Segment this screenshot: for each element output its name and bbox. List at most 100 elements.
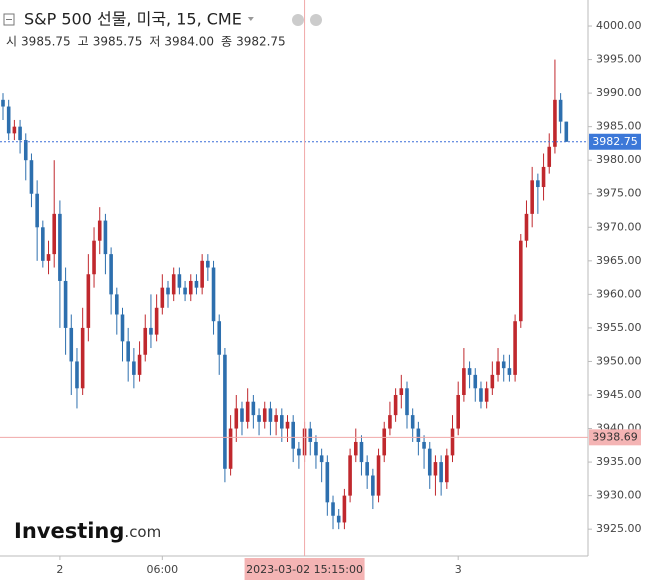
candle-body: [524, 213, 529, 241]
candle-body: [348, 455, 352, 496]
candle-body: [547, 146, 552, 167]
candle-body: [439, 462, 443, 483]
candle-body: [308, 428, 313, 442]
candle-body: [223, 354, 227, 469]
y-tick-label: 3965.00: [596, 254, 642, 267]
candle-body: [211, 267, 216, 322]
ohlc-label: 저: [149, 35, 160, 49]
y-tick-label: 3975.00: [596, 187, 642, 200]
candle-body: [200, 260, 204, 288]
candle-body: [416, 428, 421, 442]
candle-body: [206, 260, 210, 268]
crosshair-y-label: 3938.69: [592, 430, 638, 443]
candle-body: [450, 428, 455, 456]
candle-body: [52, 213, 57, 255]
candle-body: [280, 415, 284, 429]
candle-body: [245, 401, 250, 422]
ohlc-value: 3982.75: [236, 35, 286, 49]
candle-body: [41, 227, 45, 261]
logo-suffix: .com: [124, 523, 161, 541]
candle-body: [479, 388, 483, 402]
candle-body: [530, 180, 534, 214]
crosshair-x-box: [244, 558, 365, 580]
candle-body: [462, 368, 466, 395]
candle-body: [473, 374, 478, 389]
candle-body: [325, 462, 330, 503]
x-tick-label: 2: [56, 563, 63, 576]
y-tick-label: 3930.00: [596, 489, 642, 502]
candle-body: [405, 388, 409, 416]
candle-body: [410, 415, 415, 429]
logo-name: Investing: [14, 519, 124, 543]
candle-body: [12, 126, 17, 134]
candle-body: [69, 327, 74, 362]
candle-body: [86, 274, 91, 328]
candle-body: [501, 361, 506, 369]
candle-body: [160, 287, 165, 308]
ohlc-label: 고: [78, 35, 89, 49]
candle-body: [353, 441, 358, 456]
candle-body: [359, 441, 364, 463]
candle-body: [507, 368, 512, 375]
y-tick-label: 3985.00: [596, 120, 642, 133]
candle-body: [188, 280, 193, 295]
candle-body: [23, 140, 28, 161]
candle-body: [149, 327, 153, 335]
candle-body: [371, 475, 375, 496]
candle-body: [456, 394, 460, 429]
y-tick-label: 3945.00: [596, 388, 642, 401]
logo: Investing.com: [14, 519, 161, 543]
collapse-icon[interactable]: [3, 13, 15, 26]
candle-body: [541, 166, 546, 188]
chart-title: S&P 500 선물, 미국, 15, CME: [24, 10, 242, 29]
candle-body: [393, 394, 398, 416]
y-tick-label: 3970.00: [596, 220, 642, 233]
candle-body: [262, 408, 267, 422]
candle-body: [376, 455, 381, 496]
y-tick-label: 3995.00: [596, 53, 642, 66]
candle-body: [291, 421, 295, 449]
ohlc-value: 3984.00: [164, 35, 214, 49]
candle-body: [103, 220, 108, 255]
ohlc-label: 종: [221, 35, 232, 49]
settings-icon: [292, 14, 304, 26]
candle-body: [92, 240, 96, 275]
candle-body: [484, 388, 489, 402]
candle-body: [29, 160, 34, 194]
candle-body: [58, 213, 62, 281]
candle-body: [120, 314, 125, 342]
y-tick-label: 3955.00: [596, 321, 642, 334]
candle-body: [228, 428, 233, 469]
candle-body: [319, 455, 324, 463]
candle-body: [445, 455, 449, 483]
candle-body: [80, 327, 85, 389]
dropdown-arrow: [247, 17, 254, 21]
candle-body: [268, 408, 273, 422]
y-tick-label: 4000.00: [596, 19, 642, 32]
candle-body: [399, 388, 404, 395]
candle-body: [382, 428, 387, 456]
ohlc-value: 3985.75: [93, 35, 143, 49]
candle-body: [388, 415, 392, 429]
candle-body: [490, 374, 495, 389]
candle-body: [422, 441, 426, 449]
candle-body: [336, 515, 341, 523]
candle-body: [467, 368, 472, 375]
candle-body: [35, 193, 39, 228]
x-tick-label: 3: [455, 563, 462, 576]
candle-body: [314, 441, 318, 456]
candle-body: [115, 294, 119, 315]
candle-body: [18, 126, 22, 141]
y-tick-label: 3925.00: [596, 522, 642, 535]
last-price-box: [589, 133, 641, 150]
candle-body: [126, 341, 130, 362]
candle-body: [251, 401, 256, 416]
candle-body: [97, 220, 102, 241]
y-tick-label: 3990.00: [596, 86, 642, 99]
candle-body: [217, 321, 222, 355]
ohlc-value: 3985.75: [21, 35, 71, 49]
candle-body: [297, 448, 301, 456]
crosshair-x-label: 2023-03-02 15:15:00: [246, 563, 363, 576]
candle-body: [536, 180, 540, 188]
candle-body: [143, 327, 148, 355]
